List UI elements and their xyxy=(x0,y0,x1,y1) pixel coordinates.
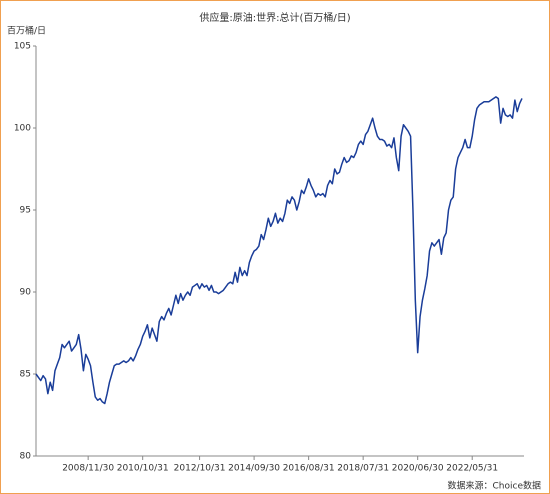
y-tick-label: 105 xyxy=(14,42,31,52)
x-tick-label: 2014/09/30 xyxy=(228,464,280,474)
x-tick-label: 2016/08/31 xyxy=(283,464,335,474)
x-tick-label: 2012/10/31 xyxy=(174,464,226,474)
x-tick-label: 2018/07/31 xyxy=(337,464,389,474)
x-tick-label: 2020/06/30 xyxy=(392,464,444,474)
x-tick-label: 2010/10/31 xyxy=(117,464,169,474)
y-axis-label: 百万桶/日 xyxy=(7,25,46,37)
x-tick-label: 2022/05/31 xyxy=(446,464,498,474)
data-line xyxy=(35,96,523,405)
source-note: 数据来源：Choice数据 xyxy=(448,480,541,492)
y-tick-label: 85 xyxy=(20,370,31,380)
y-tick-label: 95 xyxy=(20,206,31,216)
y-tick-label: 100 xyxy=(14,124,31,134)
chart-title: 供应量:原油:世界:总计(百万桶/日) xyxy=(199,11,350,24)
y-tick-label: 80 xyxy=(20,452,32,462)
x-tick-label: 2008/11/30 xyxy=(62,464,114,474)
y-tick-label: 90 xyxy=(20,288,32,298)
